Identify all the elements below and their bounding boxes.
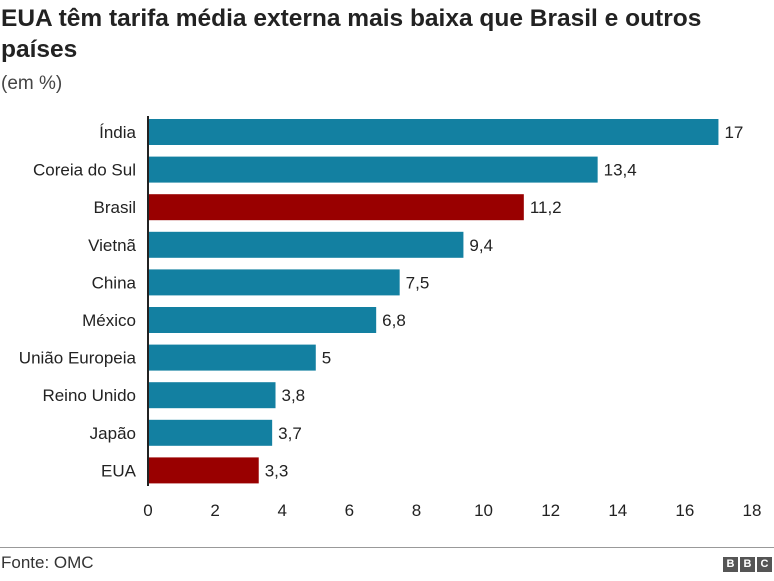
x-tick-label: 18 bbox=[743, 501, 762, 520]
value-label: 7,5 bbox=[406, 273, 430, 292]
value-label: 3,3 bbox=[265, 461, 289, 480]
x-tick-label: 4 bbox=[277, 501, 286, 520]
bar bbox=[148, 119, 719, 145]
chart-subtitle: (em %) bbox=[1, 73, 63, 94]
x-tick-label: 14 bbox=[608, 501, 627, 520]
category-label: México bbox=[82, 311, 136, 330]
value-label: 13,4 bbox=[604, 161, 637, 180]
bar bbox=[148, 307, 377, 333]
bar bbox=[148, 382, 276, 409]
value-label: 3,7 bbox=[278, 424, 302, 443]
footer-divider bbox=[0, 547, 774, 548]
bar bbox=[148, 231, 464, 258]
value-label: 3,8 bbox=[282, 386, 306, 405]
category-label: União Europeia bbox=[19, 349, 137, 368]
category-label: Brasil bbox=[93, 198, 136, 217]
x-tick-label: 16 bbox=[675, 501, 694, 520]
category-label: Reino Unido bbox=[42, 386, 136, 405]
x-tick-label: 8 bbox=[412, 501, 421, 520]
bar bbox=[148, 419, 273, 446]
bar bbox=[148, 269, 400, 296]
x-tick-label: 2 bbox=[210, 501, 219, 520]
source-note: Fonte: OMC bbox=[1, 553, 94, 572]
bar bbox=[148, 194, 524, 221]
category-label: EUA bbox=[101, 461, 137, 480]
bar bbox=[148, 457, 259, 484]
category-label: Japão bbox=[90, 424, 136, 443]
chart-title: EUA têm tarifa média externa mais baixa … bbox=[1, 5, 702, 63]
value-label: 6,8 bbox=[382, 311, 406, 330]
bar bbox=[148, 156, 598, 183]
category-label: China bbox=[92, 273, 137, 292]
category-label: Índia bbox=[99, 123, 136, 142]
value-label: 17 bbox=[724, 123, 743, 142]
bar bbox=[148, 344, 316, 371]
x-tick-label: 0 bbox=[143, 501, 152, 520]
category-label: Vietnã bbox=[88, 236, 136, 255]
value-label: 5 bbox=[322, 349, 331, 368]
x-tick-label: 12 bbox=[541, 501, 560, 520]
value-label: 9,4 bbox=[469, 236, 493, 255]
value-label: 11,2 bbox=[530, 198, 562, 217]
category-label: Coreia do Sul bbox=[33, 161, 136, 180]
x-tick-label: 10 bbox=[474, 501, 493, 520]
x-tick-label: 6 bbox=[345, 501, 354, 520]
